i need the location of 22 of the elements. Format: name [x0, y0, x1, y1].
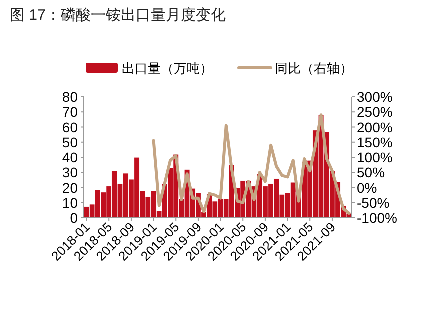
y-tick-label: 20	[62, 180, 78, 196]
y2-tick-label: 250%	[357, 104, 393, 120]
y2-tick-label: 0%	[357, 180, 378, 196]
legend-label: 同比（右轴）	[275, 61, 353, 76]
y-tick-label: 40	[62, 150, 78, 166]
y2-tick-label: 150%	[357, 134, 393, 150]
chart-title: 图 17：磷酸一铵出口量月度变化	[10, 7, 226, 24]
y-tick-label: 0	[70, 210, 78, 226]
y2-tick-label: 50%	[357, 164, 386, 181]
y-tick-label: 80	[62, 89, 78, 105]
y-tick-label: 10	[62, 194, 78, 211]
y-tick-label: 60	[62, 119, 78, 136]
legend-label: 出口量（万吨）	[122, 61, 213, 76]
y-tick-label: 50	[62, 134, 78, 150]
line-series	[152, 114, 351, 215]
y2-tick-label: -100%	[357, 210, 398, 226]
y2-tick-label: -50%	[357, 194, 390, 211]
y2-tick-label: 300%	[357, 89, 393, 105]
y2-tick-label: 200%	[357, 119, 393, 136]
y2-tick-label: 100%	[357, 150, 393, 166]
y-tick-label: 70	[62, 104, 78, 120]
y-tick-label: 30	[62, 164, 78, 181]
